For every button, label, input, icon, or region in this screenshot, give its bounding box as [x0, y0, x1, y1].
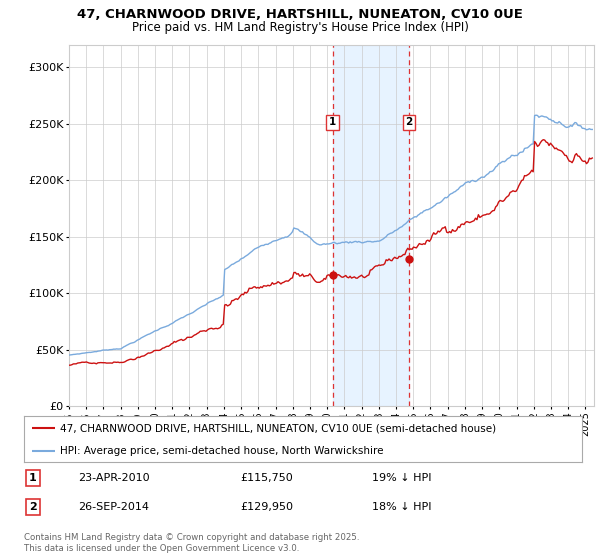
Text: 47, CHARNWOOD DRIVE, HARTSHILL, NUNEATON, CV10 0UE (semi-detached house): 47, CHARNWOOD DRIVE, HARTSHILL, NUNEATON… — [60, 423, 496, 433]
Text: 2: 2 — [29, 502, 37, 512]
Text: 1: 1 — [29, 473, 37, 483]
Text: 2: 2 — [405, 118, 412, 128]
Bar — [332, 45, 409, 406]
Text: 23-APR-2010: 23-APR-2010 — [78, 473, 149, 483]
Text: Contains HM Land Registry data © Crown copyright and database right 2025.
This d: Contains HM Land Registry data © Crown c… — [24, 533, 359, 553]
Text: 1: 1 — [329, 118, 336, 128]
Text: £129,950: £129,950 — [240, 502, 293, 512]
Text: Price paid vs. HM Land Registry's House Price Index (HPI): Price paid vs. HM Land Registry's House … — [131, 21, 469, 34]
Text: 26-SEP-2014: 26-SEP-2014 — [78, 502, 149, 512]
Text: 19% ↓ HPI: 19% ↓ HPI — [372, 473, 431, 483]
Text: £115,750: £115,750 — [240, 473, 293, 483]
Text: 18% ↓ HPI: 18% ↓ HPI — [372, 502, 431, 512]
Text: HPI: Average price, semi-detached house, North Warwickshire: HPI: Average price, semi-detached house,… — [60, 446, 384, 455]
Text: 47, CHARNWOOD DRIVE, HARTSHILL, NUNEATON, CV10 0UE: 47, CHARNWOOD DRIVE, HARTSHILL, NUNEATON… — [77, 8, 523, 21]
